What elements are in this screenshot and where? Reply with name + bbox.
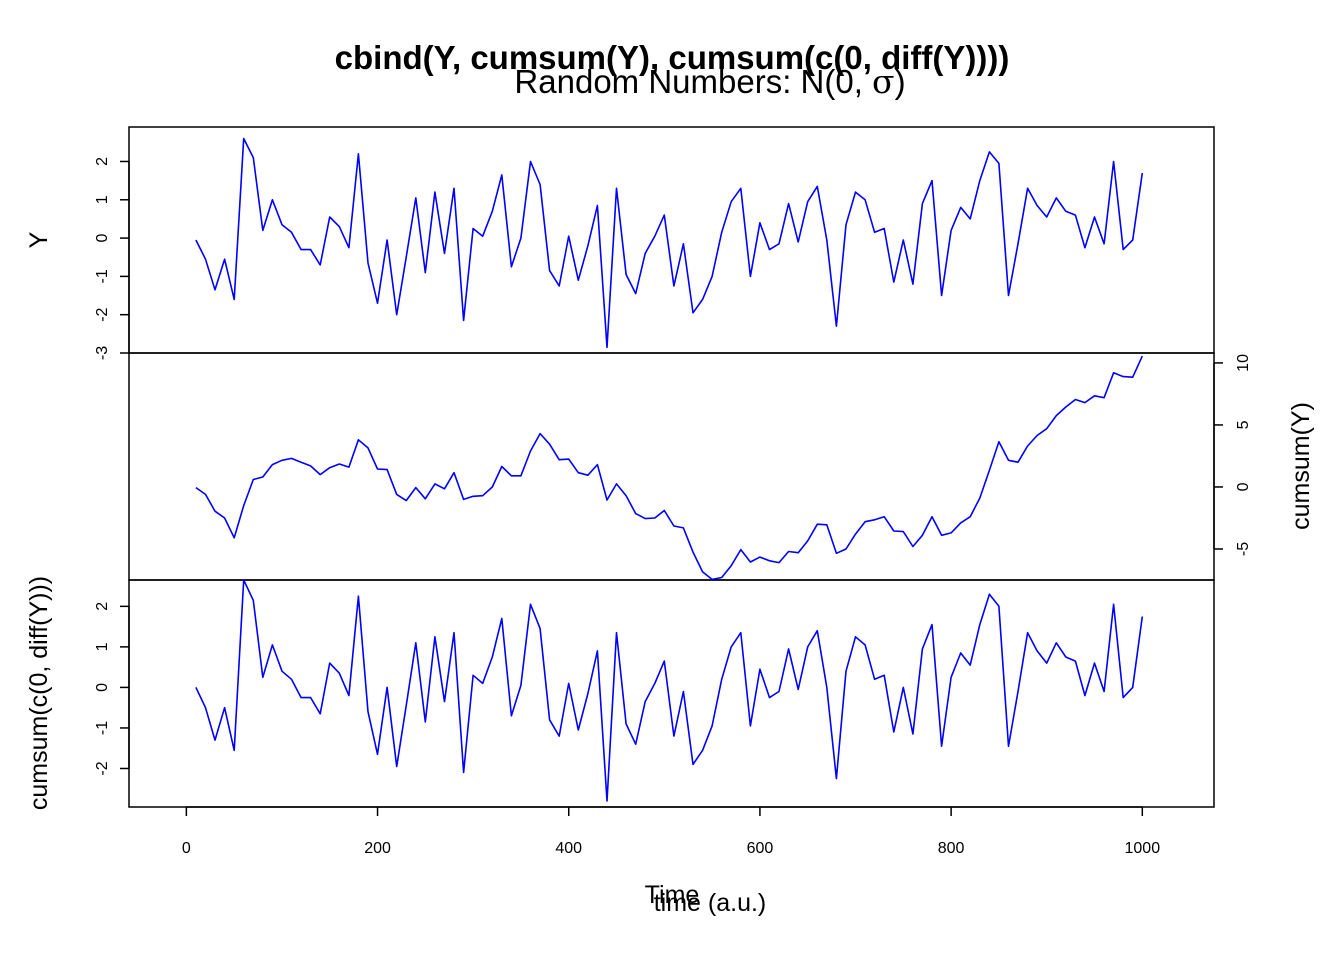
panel-3-y-tick-label: 0: [94, 683, 111, 692]
panel-1-y-tick-label: -2: [94, 307, 111, 321]
chart-title: cbind(Y, cumsum(Y), cumsum(c(0, diff(Y))…: [335, 39, 1010, 76]
panel-2-y-tick-label: -5: [1235, 542, 1252, 556]
panel-1-y-tick-label: -3: [94, 346, 111, 360]
panel-2-y-tick-label: 5: [1235, 420, 1252, 429]
panel-3-y-tick-label: 2: [94, 602, 111, 611]
panel-2-y-label: cumsum(Y): [1287, 402, 1315, 530]
subtitle-prefix: Random Numbers: N(0,: [514, 63, 872, 100]
panel-3-y-label: cumsum(c(0, diff(Y))): [25, 576, 53, 810]
axes-layer: -3 -2 -1 0 1 2 -5 0 5 10 -2 -1 0 1 2 0 200 400 600 800 1000: [94, 157, 1252, 857]
panel-1-y-tick-label: 1: [94, 195, 111, 204]
panel-1-y-tick-label: -1: [94, 269, 111, 283]
x-tick-label: 600: [747, 840, 774, 857]
x-tick-label: 200: [364, 840, 391, 857]
panel-3-y-tick-label: -2: [94, 761, 111, 775]
x-tick-label: 0: [182, 840, 191, 857]
series-layer: [195, 137, 1144, 802]
x-axis-label-overlay: time (a.u.): [654, 889, 767, 917]
panel-2-y-tick-label: 0: [1235, 482, 1252, 491]
chart-subtitle: Random Numbers: N(0, σ): [514, 62, 905, 101]
panel-1-y-label: Y: [25, 231, 53, 248]
x-tick-label: 1000: [1125, 840, 1161, 857]
panel-2-y-tick-label: 10: [1235, 354, 1252, 372]
x-tick-label: 800: [938, 840, 965, 857]
panel-1-y-tick-label: 0: [94, 234, 111, 243]
panel-3-y-tick-label: -1: [94, 721, 111, 735]
panel-3-series-line: [195, 579, 1144, 802]
subtitle-sigma-symbol: σ: [872, 62, 895, 101]
panel-3-y-tick-label: 1: [94, 642, 111, 651]
x-axis-label: Time: [645, 881, 700, 909]
subtitle-suffix: ): [895, 63, 906, 100]
panel-2-series-line: [195, 355, 1144, 581]
panel-1-y-tick-label: 2: [94, 157, 111, 166]
x-tick-label: 400: [555, 840, 582, 857]
panel-1-series-line: [195, 137, 1144, 349]
